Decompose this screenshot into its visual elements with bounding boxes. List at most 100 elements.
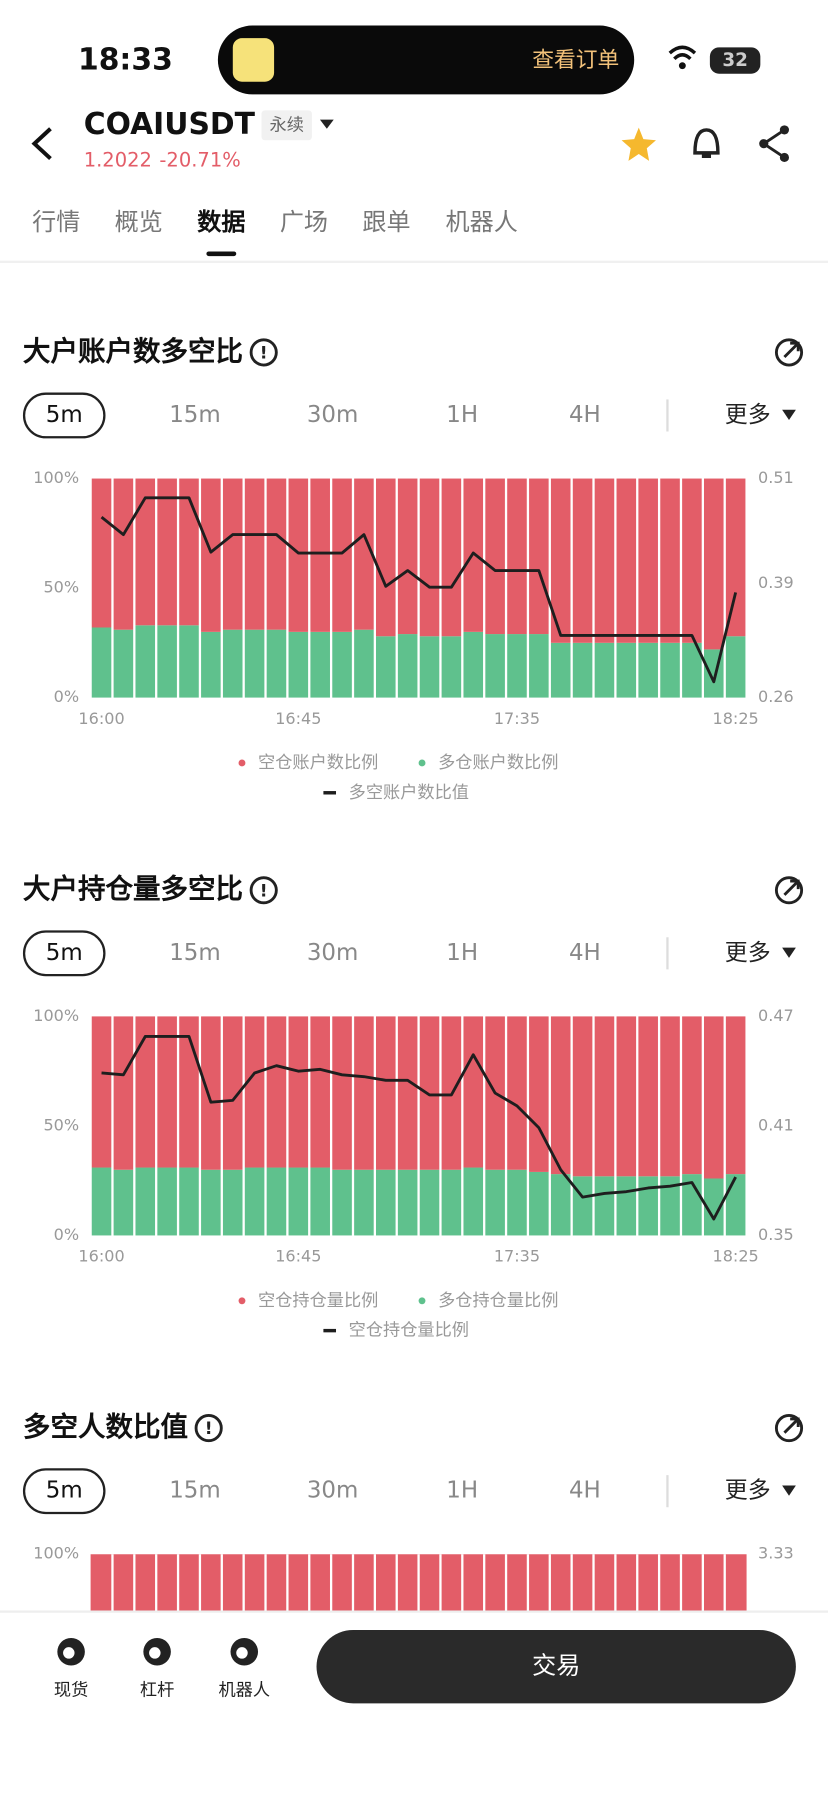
bar-segment — [682, 642, 702, 698]
interval-option[interactable]: 5m — [46, 1478, 83, 1504]
info-icon[interactable] — [249, 876, 278, 905]
nav-label[interactable]: 杠杆 — [140, 1681, 174, 1701]
interval-option[interactable]: 4H — [569, 940, 601, 966]
contract-badge — [261, 110, 312, 141]
bar-segment — [397, 634, 418, 698]
bar-segment — [113, 1169, 134, 1236]
tab[interactable]: 行情 — [32, 208, 80, 236]
bar-segment — [354, 629, 374, 698]
bar-segment — [725, 636, 746, 698]
tab[interactable]: 广场 — [280, 208, 328, 236]
favorite-star[interactable] — [621, 127, 656, 161]
bar-segment — [419, 636, 440, 698]
bar-segment — [485, 1169, 505, 1236]
nav-icon-detail — [63, 1647, 75, 1659]
interval-option[interactable]: 30m — [307, 1478, 359, 1504]
nav-icon-detail — [236, 1647, 248, 1659]
bar-segment — [703, 478, 724, 650]
bar-segment — [266, 1167, 287, 1236]
tab[interactable]: 跟单 — [362, 208, 410, 236]
bar-segment — [288, 478, 309, 632]
x-tick-label: 16:00 — [78, 1247, 124, 1266]
info-icon[interactable] — [249, 338, 278, 367]
interval-option[interactable]: 5m — [46, 402, 83, 428]
bar-segment — [638, 478, 658, 643]
interval-option[interactable]: 15m — [169, 402, 221, 428]
bar-segment — [376, 636, 396, 698]
share-button[interactable] — [759, 125, 790, 163]
bar-segment — [157, 625, 177, 698]
bar-segment — [310, 1016, 330, 1168]
alert-bell[interactable] — [693, 128, 720, 159]
wifi-icon — [668, 45, 697, 61]
expand-icon[interactable] — [774, 1414, 804, 1443]
bar-segment — [660, 642, 680, 698]
status-time: 18:33 — [78, 43, 173, 78]
trade-button[interactable] — [316, 1629, 796, 1704]
bar-segment — [660, 478, 680, 643]
bar-segment — [113, 629, 134, 698]
trade-button-label[interactable]: 交易 — [532, 1652, 580, 1680]
info-icon[interactable] — [194, 1414, 223, 1443]
bar-segment — [572, 642, 593, 698]
expand-arrow — [783, 1417, 800, 1434]
y-tick-label: 50% — [43, 1115, 79, 1134]
interval-option[interactable]: 1H — [446, 402, 478, 428]
nav-icon-detail — [149, 1647, 161, 1659]
y2-tick-label: 0.47 — [758, 1006, 794, 1025]
bar-segment — [244, 629, 265, 698]
interval-option[interactable]: 1H — [446, 1478, 478, 1504]
bar-segment — [397, 1016, 418, 1170]
nav-label[interactable]: 现货 — [54, 1681, 88, 1701]
symbol-dropdown[interactable] — [319, 119, 334, 129]
interval-option[interactable]: 30m — [307, 940, 359, 966]
info-icon-mark: ! — [260, 881, 268, 901]
more-intervals[interactable]: 更多 — [725, 402, 771, 428]
tab[interactable]: 机器人 — [446, 208, 518, 236]
legend-label: 空仓持仓量比例 — [258, 1291, 378, 1311]
tab[interactable]: 概览 — [115, 208, 163, 236]
y-tick-label: 0% — [54, 1225, 79, 1244]
bar-segment — [113, 478, 134, 630]
interval-option[interactable]: 4H — [569, 402, 601, 428]
back-button[interactable] — [31, 127, 52, 161]
bar-segment — [725, 1016, 746, 1175]
bar-segment — [529, 634, 549, 698]
active-tab-indicator — [206, 251, 237, 257]
bar-segment — [354, 1169, 374, 1236]
tab[interactable]: 数据 — [197, 208, 245, 236]
interval-option[interactable]: 30m — [307, 402, 359, 428]
y-tick-label: 100% — [33, 1544, 79, 1563]
bar-segment — [135, 1016, 156, 1168]
bar-segment — [616, 1176, 637, 1236]
interval-option[interactable]: 15m — [169, 1478, 221, 1504]
bar-segment — [529, 478, 549, 635]
legend-dot — [238, 759, 246, 767]
bar-segment — [441, 1169, 462, 1236]
bar-segment — [354, 1016, 374, 1170]
y-tick-label: 100% — [33, 1006, 79, 1025]
bar-segment — [222, 1016, 243, 1170]
bar-segment — [201, 478, 221, 632]
bar-segment — [638, 1176, 658, 1236]
chart-title: 大户账户数多空比 — [23, 335, 243, 367]
bar-segment — [550, 478, 571, 643]
dynamic-island[interactable] — [217, 25, 635, 95]
more-intervals[interactable]: 更多 — [725, 1478, 771, 1504]
expand-arrow — [783, 879, 800, 896]
legend-label: 空仓持仓量比例 — [349, 1321, 469, 1341]
expand-icon[interactable] — [774, 338, 804, 367]
nav-label[interactable]: 机器人 — [218, 1681, 270, 1701]
expand-icon[interactable] — [774, 876, 804, 905]
bar-segment — [113, 1016, 134, 1170]
interval-option[interactable]: 15m — [169, 940, 221, 966]
bar-segment — [638, 642, 658, 698]
bar-segment — [572, 1016, 593, 1177]
island-notice[interactable]: 查看订单 — [532, 48, 619, 73]
interval-option[interactable]: 1H — [446, 940, 478, 966]
interval-option[interactable]: 5m — [46, 940, 83, 966]
interval-option[interactable]: 4H — [569, 1478, 601, 1504]
bar-segment — [572, 478, 593, 643]
more-intervals[interactable]: 更多 — [725, 940, 771, 966]
